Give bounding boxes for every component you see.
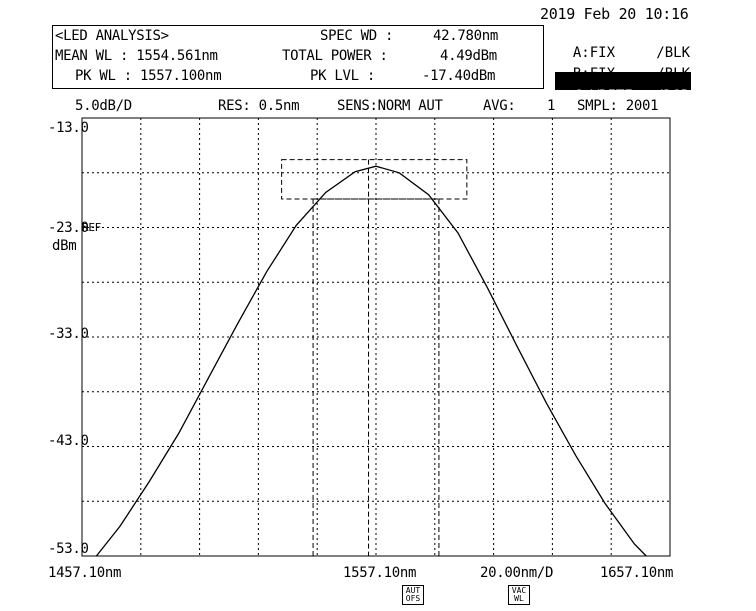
auto-offset-button[interactable]: AUT OFS [402, 585, 424, 605]
pk-wl-readout: PK WL : 1557.100nm [75, 68, 222, 84]
total-power-value: 4.49dBm [440, 48, 497, 64]
mean-wl-readout: MEAN WL : 1554.561nm [55, 48, 218, 64]
spec-wd-value: 42.780nm [433, 28, 499, 44]
x-span-label: 20.00nm/D [480, 565, 554, 581]
vacuum-wl-line2: WL [514, 594, 524, 603]
peak-box-marker [281, 159, 468, 200]
trace-a-mode: /BLK [656, 45, 690, 61]
avg-label: AVG: [483, 98, 516, 114]
ref-label: REF [82, 221, 101, 234]
spec-wd-label: SPEC WD : [320, 28, 394, 44]
sensitivity-setting: SENS:NORM AUT [337, 98, 443, 114]
y-unit-label: dBm [52, 238, 77, 254]
x-center-label: 1557.10nm [343, 565, 417, 581]
y-tick-low: -43.0 [48, 433, 89, 449]
trace-c-mode: /DSP [655, 88, 689, 104]
trace-a-status[interactable]: A:FIX/BLK [556, 29, 690, 61]
trace-c-status[interactable]: C:WRITE/DSP [555, 72, 691, 104]
avg-value: 1 [547, 98, 556, 114]
trace-c-name: C:WRITE [573, 88, 633, 104]
spectrum-trace [95, 165, 647, 557]
x-end-label: 1657.10nm [600, 565, 674, 581]
analysis-title: <LED ANALYSIS> [55, 28, 169, 44]
y-tick-mid: -33.0 [48, 326, 89, 342]
auto-offset-line1: AUT [405, 586, 421, 595]
auto-offset-line2: OFS [405, 594, 421, 603]
scale-setting: 5.0dB/D [75, 98, 132, 114]
y-tick-bottom: -53.0 [48, 541, 89, 557]
resolution-setting: RES: 0.5nm [218, 98, 300, 114]
sampling-setting: SMPL: 2001 [577, 98, 659, 114]
vacuum-wl-button[interactable]: VAC WL [508, 585, 530, 605]
analysis-panel [52, 25, 544, 89]
y-tick-top: -13.0 [48, 120, 89, 136]
pk-lvl-label: PK LVL : [310, 68, 376, 84]
x-start-label: 1457.10nm [48, 565, 122, 581]
timestamp: 2019 Feb 20 10:16 [540, 5, 689, 23]
total-power-label: TOTAL POWER : [282, 48, 388, 64]
pk-lvl-value: -17.40dBm [422, 68, 496, 84]
trace-a-name: A:FIX [572, 45, 616, 61]
vacuum-wl-line1: VAC [511, 586, 527, 595]
y-tick-ref: -23.0 [48, 220, 89, 236]
